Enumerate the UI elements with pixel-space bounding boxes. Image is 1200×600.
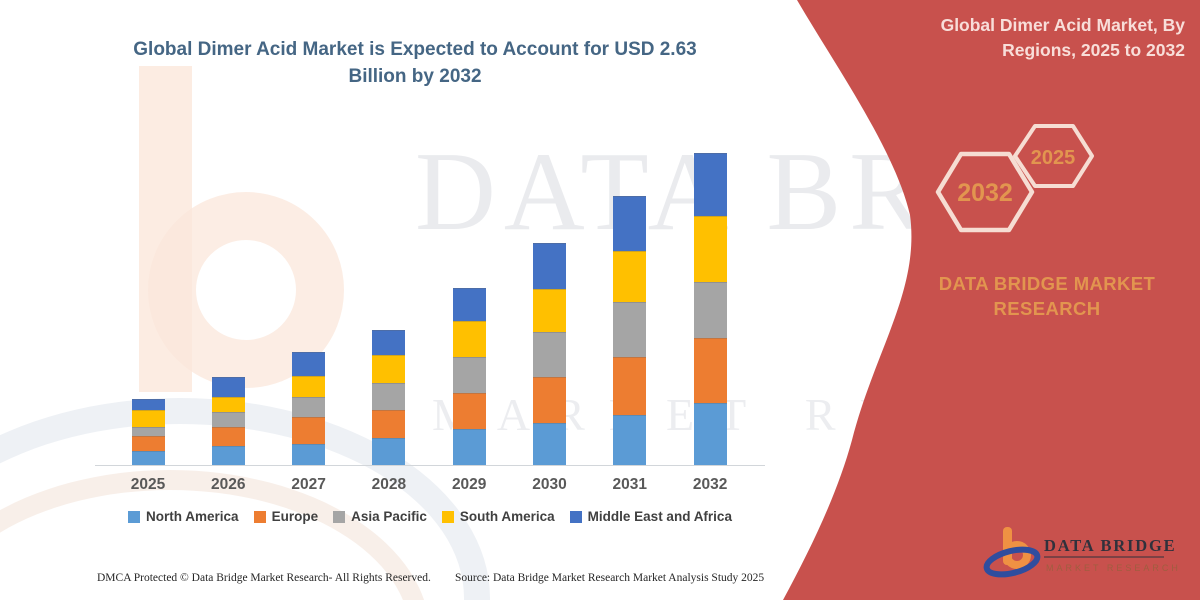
- bar-segment-2026-europe: [211, 427, 245, 446]
- bar-2028: [372, 330, 406, 465]
- legend-swatch-icon: [128, 510, 141, 523]
- bar-segment-2028-asia-pacific: [372, 383, 406, 410]
- chart-title-line1: Global Dimer Acid Market is Expected to …: [133, 39, 697, 60]
- chart-title: Global Dimer Acid Market is Expected to …: [105, 36, 725, 90]
- x-axis-label-2028: 2028: [371, 476, 407, 493]
- bar-segment-2028-north-america: [372, 438, 406, 465]
- bar-segment-2029-middle-east-and-africa: [452, 288, 486, 321]
- legend-swatch-icon: [253, 510, 266, 523]
- bar-segment-2032-asia-pacific: [693, 282, 727, 338]
- x-axis-line: [95, 465, 765, 466]
- x-axis-label-2025: 2025: [130, 476, 166, 493]
- bar-segment-2025-asia-pacific: [131, 427, 165, 436]
- bar-2031: [613, 196, 647, 465]
- x-axis-label-2031: 2031: [612, 476, 648, 493]
- bar-segment-2026-middle-east-and-africa: [211, 377, 245, 397]
- bar-segment-2026-south-america: [211, 397, 245, 412]
- x-axis-label-2032: 2032: [692, 476, 728, 493]
- red-ribbon-path: [783, 0, 1200, 600]
- bar-segment-2032-europe: [693, 338, 727, 403]
- x-axis-label-2030: 2030: [532, 476, 567, 493]
- legend-label: Asia Pacific: [351, 509, 427, 524]
- legend-item-middle-east-and-africa: Middle East and Africa: [569, 509, 732, 524]
- bar-segment-2027-south-america: [292, 376, 326, 397]
- bar-2032: [693, 153, 727, 465]
- legend-item-south-america: South America: [441, 509, 555, 524]
- bar-segment-2025-north-america: [131, 451, 165, 465]
- x-axis-label-2026: 2026: [211, 476, 246, 493]
- ribbon-heading-line2: Regions, 2025 to 2032: [1002, 40, 1185, 60]
- bar-segment-2025-europe: [131, 436, 165, 451]
- bar-2029: [452, 288, 486, 465]
- bar-segment-2029-north-america: [452, 429, 486, 465]
- bar-segment-2032-middle-east-and-africa: [693, 153, 727, 216]
- bar-segment-2027-north-america: [292, 444, 326, 465]
- legend-label: Middle East and Africa: [587, 509, 732, 524]
- x-axis-label-2029: 2029: [451, 476, 487, 493]
- legend-item-asia-pacific: Asia Pacific: [333, 509, 427, 524]
- bar-segment-2027-europe: [292, 417, 326, 444]
- bar-2026: [211, 377, 245, 465]
- bar-segment-2030-north-america: [533, 423, 566, 465]
- legend-label: North America: [146, 509, 239, 524]
- bar-segment-2028-middle-east-and-africa: [372, 330, 406, 355]
- bar-segment-2032-north-america: [693, 403, 727, 465]
- bar-segment-2025-south-america: [131, 410, 165, 427]
- bar-segment-2028-europe: [372, 410, 406, 438]
- bar-segment-2027-middle-east-and-africa: [292, 352, 326, 376]
- legend-label: South America: [459, 509, 555, 524]
- bar-2030: [533, 243, 566, 465]
- bar-segment-2031-north-america: [613, 415, 647, 465]
- bar-segment-2029-asia-pacific: [452, 357, 486, 393]
- footer-dmca-text: DMCA Protected © Data Bridge Market Rese…: [97, 572, 431, 584]
- bar-segment-2030-south-america: [533, 289, 566, 332]
- legend: North America Europe Asia Pacific South Ame…: [95, 509, 765, 524]
- ribbon-heading: Global Dimer Acid Market, By Regions, 20…: [885, 13, 1185, 63]
- bar-2027: [292, 352, 326, 465]
- bar-segment-2030-asia-pacific: [533, 332, 566, 377]
- chart-title-line2: Billion by 2032: [348, 66, 482, 87]
- legend-label: Europe: [271, 509, 319, 524]
- brand-name-line1: DATA BRIDGE MARKET: [938, 273, 1156, 294]
- bar-segment-2026-asia-pacific: [211, 412, 245, 427]
- bar-segment-2029-europe: [452, 393, 486, 429]
- bar-segment-2031-middle-east-and-africa: [613, 196, 647, 251]
- bar-segment-2026-north-america: [211, 446, 245, 465]
- ribbon-heading-line1: Global Dimer Acid Market, By: [940, 15, 1185, 35]
- legend-item-europe: Europe: [253, 509, 319, 524]
- bar-segment-2031-south-america: [613, 251, 647, 302]
- legend-swatch-icon: [569, 510, 582, 523]
- bar-segment-2030-middle-east-and-africa: [533, 243, 566, 289]
- brand-name-line2: RESEARCH: [993, 298, 1101, 319]
- footer-source-text: Source: Data Bridge Market Research Mark…: [455, 572, 765, 584]
- bar-segment-2029-south-america: [452, 321, 486, 357]
- bar-segment-2031-europe: [613, 357, 647, 415]
- x-axis-label-2027: 2027: [291, 476, 326, 493]
- legend-swatch-icon: [441, 510, 454, 523]
- bar-segment-2031-asia-pacific: [613, 302, 647, 357]
- bar-2025: [131, 399, 165, 465]
- legend-item-north-america: North America: [128, 509, 239, 524]
- bar-segment-2032-south-america: [693, 216, 727, 282]
- bar-segment-2028-south-america: [372, 355, 406, 383]
- legend-swatch-icon: [333, 510, 346, 523]
- bar-segment-2025-middle-east-and-africa: [131, 399, 165, 410]
- bar-segment-2027-asia-pacific: [292, 397, 326, 417]
- bar-segment-2030-europe: [533, 377, 566, 423]
- brand-name: DATA BRIDGE MARKET RESEARCH: [922, 271, 1172, 321]
- plot-area: 2025 2026 2027 2028 2029 2030 2031 2032: [95, 140, 765, 493]
